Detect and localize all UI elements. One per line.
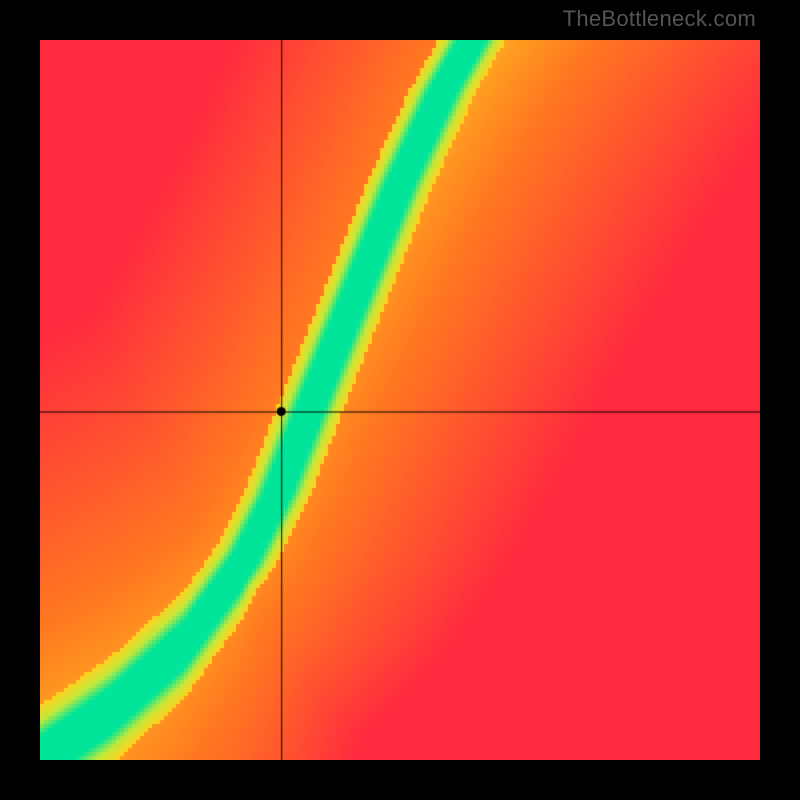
heatmap-canvas bbox=[40, 40, 760, 760]
page-root: TheBottleneck.com bbox=[0, 0, 800, 800]
watermark-text: TheBottleneck.com bbox=[563, 6, 756, 32]
bottleneck-heatmap bbox=[40, 40, 760, 760]
